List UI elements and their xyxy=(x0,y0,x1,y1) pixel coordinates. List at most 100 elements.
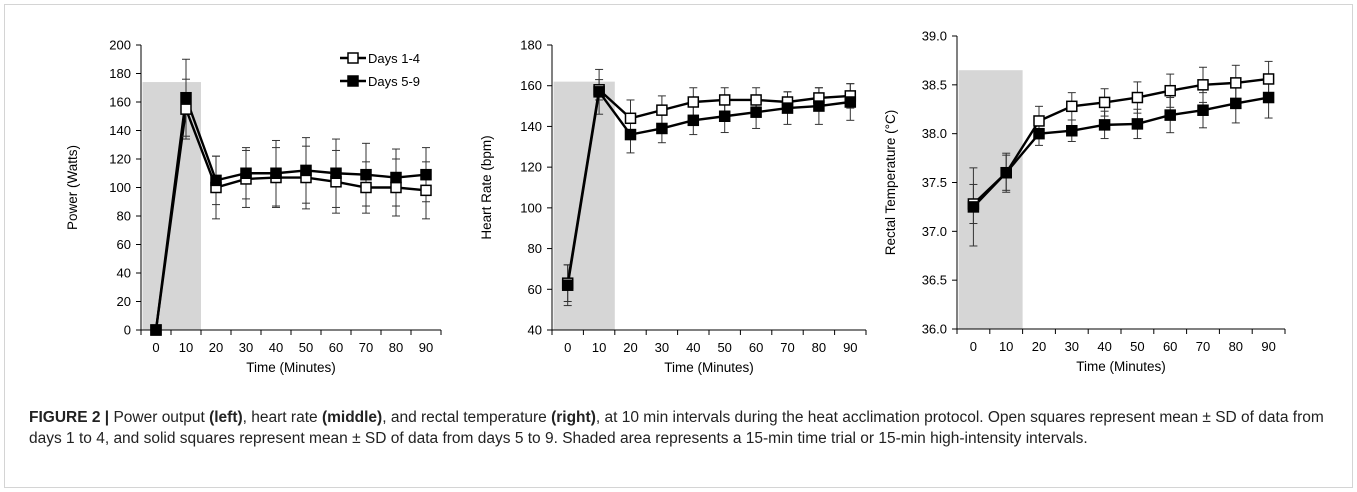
x-tick-label: 40 xyxy=(1097,339,1111,354)
y-tick-label: 37.5 xyxy=(922,175,947,190)
caption-bold-left: (left) xyxy=(209,409,243,426)
x-tick-label: 80 xyxy=(389,340,403,355)
y-axis-label: Power (Watts) xyxy=(65,145,80,230)
x-tick-label: 30 xyxy=(655,340,669,355)
marker-days-5-9 xyxy=(593,86,605,98)
series-line-days-1-4 xyxy=(566,87,851,284)
y-tick-label: 60 xyxy=(117,237,131,252)
y-tick-label: 60 xyxy=(528,282,542,297)
y-tick-label: 36.5 xyxy=(922,273,947,288)
power-chart: 0 20 40 60 80 100 120 140 160 180 200 0 10 20 30 40 50 60… xyxy=(65,38,442,375)
y-tick-label: 160 xyxy=(109,95,131,110)
marker-days-5-9 xyxy=(1197,104,1209,116)
x-tick-label: 60 xyxy=(749,340,763,355)
x-tick-label: 50 xyxy=(1130,339,1144,354)
y-tick-label: 39.0 xyxy=(922,29,947,44)
marker-days-1-4 xyxy=(1033,115,1045,127)
y-tick-label: 37.0 xyxy=(922,224,947,239)
marker-days-5-9 xyxy=(150,324,162,336)
y-tick-label: 38.5 xyxy=(922,77,947,92)
marker-days-5-9 xyxy=(1230,97,1242,110)
x-axis-label: Time (Minutes) xyxy=(664,360,754,375)
x-tick-label: 20 xyxy=(1032,339,1046,354)
y-axis-label: Rectal Temperature (°C) xyxy=(883,110,898,255)
marker-days-5-9 xyxy=(330,167,342,179)
x-tick-label: 40 xyxy=(269,340,283,355)
x-tick-label: 50 xyxy=(299,340,313,355)
caption-text-4: , at 10 min intervals during the heat ac… xyxy=(29,409,1324,447)
marker-days-5-9 xyxy=(300,164,312,177)
shaded-area xyxy=(553,81,615,331)
x-tick-label: 30 xyxy=(1065,339,1079,354)
marker-days-1-4 xyxy=(624,112,637,125)
marker-days-5-9 xyxy=(180,91,192,104)
x-tick-label: 0 xyxy=(152,340,159,355)
marker-days-1-4 xyxy=(1066,100,1078,113)
marker-days-5-9 xyxy=(1098,119,1111,131)
x-tick-label: 60 xyxy=(1163,339,1177,354)
rectal-temperature-chart: 36.0 36.5 37.0 37.5 38.0 38.5 39.0 0 10 20 30 40 50 6… xyxy=(883,29,1286,374)
marker-days-5-9 xyxy=(624,128,637,141)
marker-days-5-9 xyxy=(240,167,252,179)
x-tick-label: 70 xyxy=(1196,339,1210,354)
x-tick-label: 70 xyxy=(359,340,373,355)
x-tick-label: 80 xyxy=(812,340,826,355)
y-tick-label: 40 xyxy=(117,266,131,281)
marker-days-1-4 xyxy=(1131,91,1144,104)
marker-days-1-4 xyxy=(1230,77,1242,89)
x-tick-label: 60 xyxy=(329,340,343,355)
series-line-days-1-4 xyxy=(154,108,427,331)
x-tick-label: 80 xyxy=(1229,339,1243,354)
y-tick-label: 160 xyxy=(520,78,542,93)
marker-days-5-9 xyxy=(1000,166,1012,179)
y-tick-label: 120 xyxy=(520,160,542,175)
marker-days-1-4 xyxy=(360,181,372,194)
x-tick-label: 30 xyxy=(239,340,253,355)
x-tick-label: 90 xyxy=(843,340,857,355)
x-axis-label: Time (Minutes) xyxy=(246,360,336,375)
marker-days-1-4 xyxy=(687,96,700,108)
marker-days-1-4 xyxy=(1262,73,1275,85)
marker-days-1-4 xyxy=(750,94,762,106)
marker-days-1-4 xyxy=(656,104,668,116)
x-tick-label: 50 xyxy=(717,340,731,355)
marker-days-5-9 xyxy=(1262,91,1275,104)
x-axis-label: Time (Minutes) xyxy=(1076,359,1166,374)
y-tick-label: 140 xyxy=(520,119,542,134)
x-tick-label: 20 xyxy=(623,340,637,355)
marker-days-1-4 xyxy=(718,94,731,106)
marker-days-5-9 xyxy=(967,201,980,213)
y-tick-label: 20 xyxy=(117,294,131,309)
heart-rate-chart: 40 60 80 100 120 140 160 180 0 10 20 30 40 50 60 70 80 90… xyxy=(479,38,867,375)
y-tick-label: 80 xyxy=(528,241,542,256)
x-tick-label: 10 xyxy=(592,340,606,355)
y-tick-label: 40 xyxy=(528,323,542,338)
marker-days-5-9 xyxy=(718,110,731,122)
y-tick-label: 100 xyxy=(520,200,542,215)
y-axis-label: Heart Rate (bpm) xyxy=(479,135,494,239)
caption-bold-middle: (middle) xyxy=(321,409,383,426)
marker-days-5-9 xyxy=(750,106,762,118)
marker-days-5-9 xyxy=(210,174,222,187)
series-line-days-5-9 xyxy=(566,88,851,286)
caption-text-3: , and rectal temperature xyxy=(382,409,552,426)
caption-label: FIGURE 2 | xyxy=(29,409,110,426)
legend-label-days-5-9: Days 5-9 xyxy=(368,74,420,89)
y-tick-label: 100 xyxy=(109,180,131,195)
marker-days-1-4 xyxy=(180,103,192,115)
x-tick-label: 70 xyxy=(780,340,794,355)
marker-days-1-4 xyxy=(420,184,432,197)
x-tick-label: 90 xyxy=(419,340,433,355)
marker-days-5-9 xyxy=(687,114,700,127)
legend-marker-days-5-9 xyxy=(347,75,359,87)
x-tick-label: 0 xyxy=(970,339,977,354)
x-tick-label: 40 xyxy=(686,340,700,355)
y-tick-label: 180 xyxy=(520,38,542,53)
marker-days-5-9 xyxy=(360,168,372,181)
marker-days-1-4 xyxy=(1197,79,1209,91)
x-tick-label: 90 xyxy=(1261,339,1275,354)
marker-days-5-9 xyxy=(1131,118,1144,130)
caption-text-2: , heart rate xyxy=(242,409,322,426)
marker-days-5-9 xyxy=(270,167,282,179)
marker-days-5-9 xyxy=(781,102,794,114)
